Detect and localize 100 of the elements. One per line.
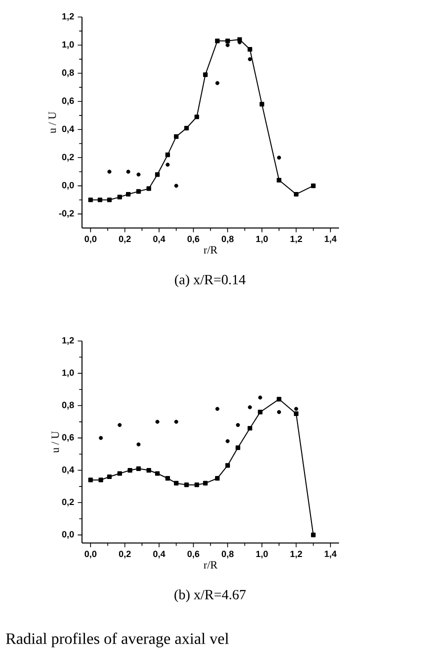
x-tick-label: 0,0 <box>84 550 96 558</box>
point <box>215 81 220 86</box>
x-tick-label: 1,2 <box>290 236 302 244</box>
point <box>276 396 282 402</box>
point <box>258 410 262 414</box>
point <box>98 198 102 202</box>
point <box>136 442 141 446</box>
text: Radial profiles of average axial vel <box>6 632 229 648</box>
point <box>194 482 200 488</box>
x-tick-label: 1,4 <box>324 550 337 558</box>
point <box>311 183 316 188</box>
y-tick-label: 1,0 <box>62 369 74 378</box>
y-tick-label: -0,2 <box>59 210 74 218</box>
point <box>166 162 170 167</box>
y-tick-label: 0,2 <box>62 498 74 506</box>
y-tick-label: 1,0 <box>62 41 74 49</box>
point <box>276 178 282 182</box>
point <box>146 186 152 191</box>
x-tick-label: 0,6 <box>187 550 200 558</box>
point <box>146 468 152 473</box>
point <box>311 532 316 538</box>
point <box>248 47 252 52</box>
x-tick-label: 1,2 <box>290 550 302 558</box>
point <box>225 463 230 468</box>
y-tick-label: 0,2 <box>62 154 74 162</box>
y-tick-label: 0,0 <box>62 182 74 190</box>
point <box>165 476 170 481</box>
point <box>136 466 141 471</box>
y-tick-label: 1,2 <box>62 337 74 345</box>
point <box>98 478 104 482</box>
point <box>277 156 282 160</box>
x-tick-label: 0,6 <box>187 236 200 244</box>
point <box>155 172 160 177</box>
point <box>174 184 178 188</box>
x-tick-label: 1,4 <box>324 236 337 244</box>
point <box>98 436 103 440</box>
point <box>203 72 208 77</box>
x-tick-label: 0,2 <box>118 236 131 244</box>
point <box>117 471 122 476</box>
point <box>248 57 252 62</box>
point <box>294 406 298 411</box>
point <box>184 482 189 488</box>
point <box>226 439 230 444</box>
point <box>174 134 179 139</box>
point <box>88 478 93 482</box>
point <box>126 170 130 174</box>
point <box>136 172 141 177</box>
point <box>174 480 179 486</box>
y-tick-label: 0,4 <box>62 466 74 474</box>
point <box>165 152 170 158</box>
y-tick-label: 0,6 <box>62 434 74 442</box>
x-tick-label: 1,0 <box>256 550 268 558</box>
point <box>248 426 252 431</box>
point <box>155 420 160 424</box>
x-axis-title: r/R <box>204 561 218 569</box>
x-tick-label: 0,2 <box>118 550 131 558</box>
point <box>194 114 200 120</box>
y-axis-title: u / U <box>52 431 59 453</box>
x-tick-label: 0,4 <box>153 236 166 244</box>
x-tick-label: 0,8 <box>222 550 234 558</box>
point <box>215 406 220 411</box>
y-axis-title: u / U <box>48 112 56 134</box>
point <box>184 126 189 130</box>
point <box>236 423 240 428</box>
point <box>155 471 160 476</box>
x-tick-label: 0,0 <box>84 236 96 244</box>
point <box>215 38 220 44</box>
point <box>277 410 282 414</box>
point <box>236 445 240 450</box>
point <box>294 411 298 416</box>
point <box>174 420 178 424</box>
text: (b) x/R=4.67 <box>174 590 246 602</box>
point <box>294 192 298 197</box>
y-tick-label: 0,8 <box>62 69 74 78</box>
y-tick-label: 0,0 <box>62 531 74 539</box>
y-tick-label: 0,6 <box>62 98 74 106</box>
point <box>128 468 132 473</box>
point <box>203 480 208 486</box>
x-axis-title: r/R <box>204 246 218 254</box>
point <box>107 170 112 174</box>
point <box>258 396 262 400</box>
point <box>107 474 112 480</box>
point <box>248 405 252 410</box>
y-tick-label: 0,4 <box>62 126 74 134</box>
x-tick-label: 0,8 <box>222 236 234 244</box>
y-tick-label: 0,8 <box>62 402 74 410</box>
y-tick-label: 1,2 <box>62 13 74 21</box>
point <box>225 38 230 44</box>
point <box>88 198 93 202</box>
point <box>136 189 141 194</box>
point <box>107 198 112 202</box>
point <box>117 194 122 200</box>
text: (a) x/R=0.14 <box>174 274 246 288</box>
point <box>226 43 230 48</box>
point <box>260 102 264 106</box>
x-tick-label: 0,4 <box>153 550 166 558</box>
point <box>118 423 122 428</box>
point <box>215 476 220 481</box>
x-tick-label: 1,0 <box>256 236 268 244</box>
point <box>126 192 131 197</box>
